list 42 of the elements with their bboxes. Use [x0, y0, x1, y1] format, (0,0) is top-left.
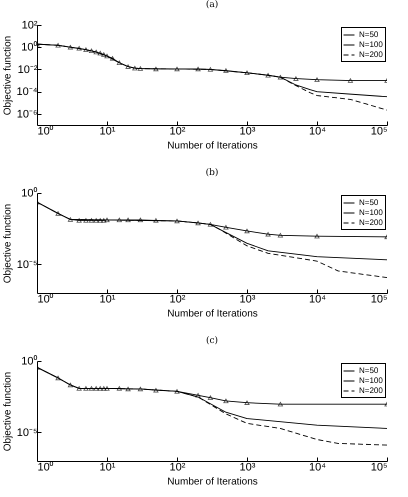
x-tick-label: 10¹: [100, 294, 116, 306]
x-tick-label: 10³: [240, 126, 256, 138]
x-axis-title: Number of Iterations: [167, 140, 258, 152]
x-tick-label: 10⁴: [309, 462, 326, 474]
x-tick-label: 10²: [170, 462, 186, 474]
y-tick-label: 10⁻²: [18, 64, 38, 76]
legend-label: N=50: [359, 30, 379, 39]
x-tick-label: 10²: [170, 126, 186, 138]
legend-label: N=50: [359, 366, 379, 375]
legend-label: N=200: [359, 386, 384, 395]
x-tick-label: 10⁴: [309, 294, 326, 306]
y-tick-label: 10⁰: [21, 186, 38, 200]
legend-label: N=200: [359, 50, 384, 59]
y-tick-label: 10⁻⁶: [16, 108, 38, 120]
x-tick-label: 10¹: [100, 462, 116, 474]
x-tick-label: 10⁴: [309, 126, 326, 138]
x-tick-label: 10³: [240, 462, 256, 474]
x-tick-label: 10⁵: [370, 294, 388, 306]
x-tick-label: 10³: [240, 294, 256, 306]
y-axis-title: Objective function: [2, 372, 14, 452]
y-tick-label: 10⁻⁵: [16, 426, 38, 439]
x-axis-title: Number of Iterations: [167, 476, 258, 488]
y-tick-label: 10⁻⁴: [16, 86, 38, 98]
y-tick-label: 10²: [22, 20, 38, 32]
x-tick-label: 10²: [170, 294, 186, 306]
y-tick-label: 10⁰: [21, 40, 38, 54]
legend-label: N=100: [359, 376, 384, 385]
y-axis-title: Objective function: [2, 36, 14, 116]
y-axis-title: Objective function: [2, 204, 14, 284]
chart-title: (b): [206, 168, 218, 178]
chart-title: (a): [206, 0, 218, 10]
legend-label: N=50: [359, 198, 379, 207]
x-tick-label: 10⁵: [370, 462, 388, 474]
y-tick-label: 10⁻⁵: [16, 258, 38, 271]
x-tick-label: 10⁵: [370, 126, 388, 138]
x-tick-label: 10¹: [100, 126, 116, 138]
legend-label: N=100: [359, 208, 384, 217]
legend-label: N=100: [359, 40, 384, 49]
legend-label: N=200: [359, 218, 384, 227]
y-tick-label: 10⁰: [21, 354, 38, 368]
x-axis-title: Number of Iterations: [167, 308, 258, 320]
chart-title: (c): [206, 336, 218, 346]
